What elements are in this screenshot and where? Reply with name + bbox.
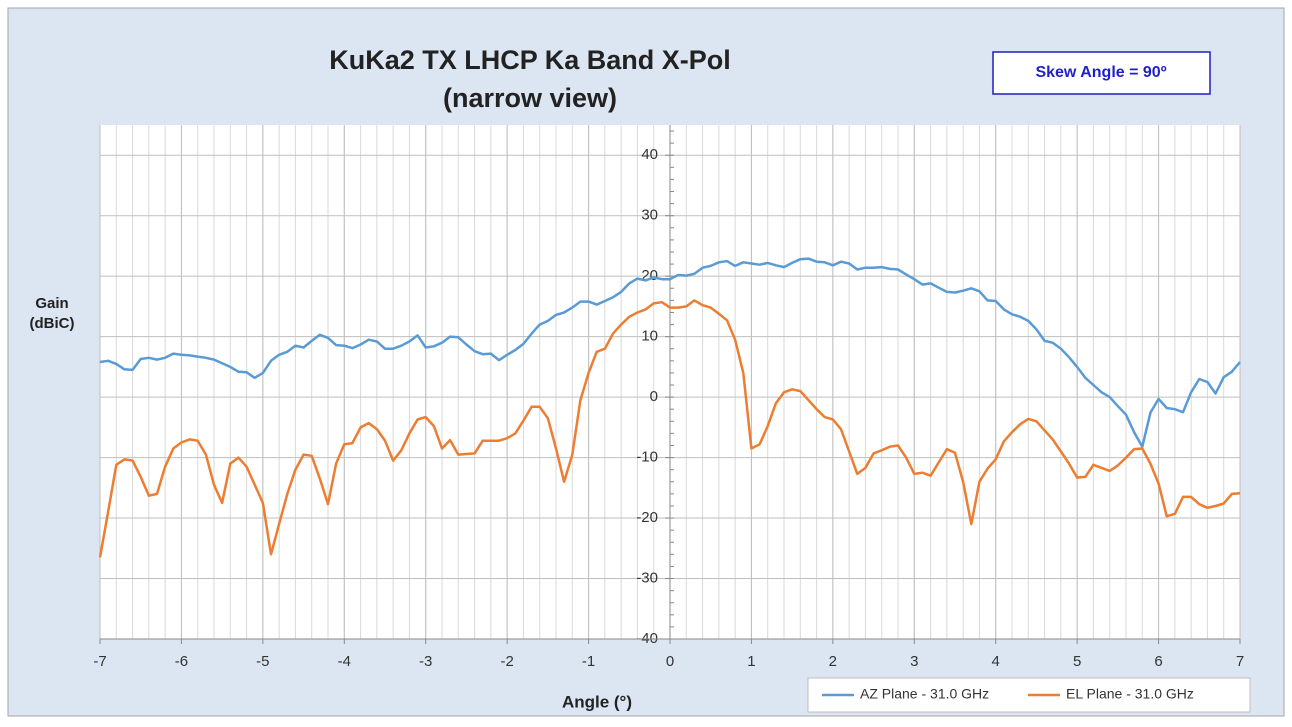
y-tick-label: -10 (636, 449, 658, 466)
x-tick-label: 2 (829, 653, 837, 670)
y-axis-label: Gain (35, 295, 68, 312)
series-line (99, 257, 1241, 448)
y-tick-label: -30 (636, 569, 658, 586)
x-tick-label: 7 (1236, 653, 1244, 670)
y-tick-label: 20 (641, 267, 658, 284)
y-tick-label: 10 (641, 328, 658, 345)
chart-subtitle: (narrow view) (443, 83, 617, 113)
x-tick-label: -5 (256, 653, 269, 670)
y-tick-label: 30 (641, 207, 658, 224)
x-tick-label: -6 (175, 653, 188, 670)
x-tick-label: -4 (338, 653, 351, 670)
y-tick-label: -20 (636, 509, 658, 526)
legend-label: EL Plane - 31.0 GHz (1066, 686, 1194, 702)
series-line (98, 299, 1241, 558)
x-axis-label: Angle (°) (562, 692, 632, 711)
x-tick-label: -1 (582, 653, 595, 670)
y-tick-label: 40 (641, 146, 658, 163)
y-tick-label: 0 (650, 388, 658, 405)
annotation: Skew Angle = 90º (1035, 64, 1166, 81)
x-tick-label: 3 (910, 653, 918, 670)
x-tick-label: 6 (1154, 653, 1162, 670)
x-tick-label: -7 (93, 653, 106, 670)
y-axis-label: (dBiC) (30, 315, 75, 332)
annotation-box (992, 51, 1211, 95)
x-tick-label: 4 (992, 653, 1000, 670)
x-tick-label: 1 (747, 653, 755, 670)
x-tick-label: -2 (500, 653, 513, 670)
x-tick-label: 0 (666, 653, 674, 670)
x-tick-label: -3 (419, 653, 432, 670)
legend-label: AZ Plane - 31.0 GHz (860, 686, 989, 702)
y-tick-label: -40 (636, 630, 658, 647)
chart-title: KuKa2 TX LHCP Ka Band X-Pol (329, 45, 731, 75)
x-tick-label: 5 (1073, 653, 1081, 670)
